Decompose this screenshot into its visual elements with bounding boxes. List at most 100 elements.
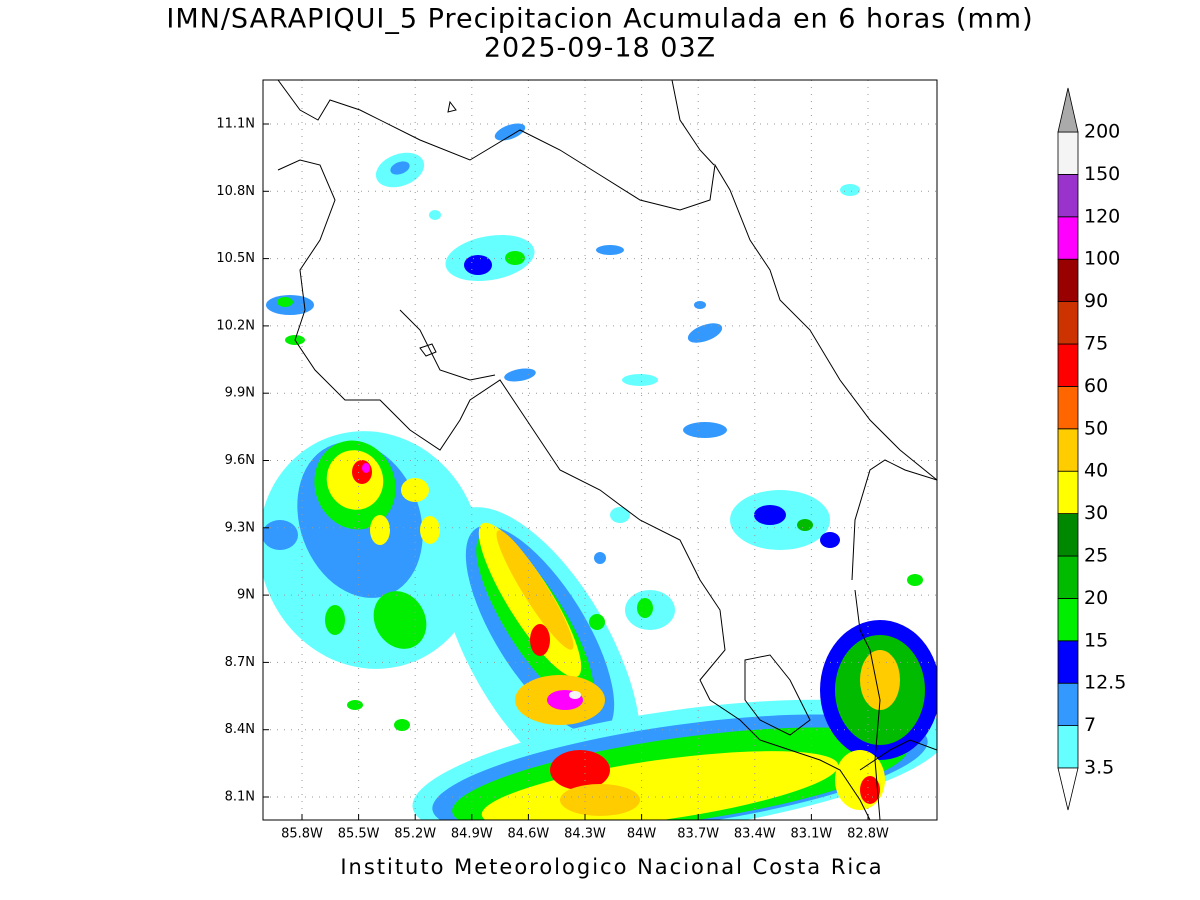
colorbar-label: 120 [1084, 205, 1120, 227]
colorbar-over [1057, 87, 1079, 133]
rain-area [390, 161, 410, 175]
rain-area [401, 478, 429, 502]
coastline [277, 80, 937, 481]
colorbar-label: 25 [1084, 545, 1108, 567]
colorbar-swatch [1057, 258, 1079, 303]
y-tick-label: 9.9N [225, 386, 255, 401]
rain-area [596, 245, 624, 255]
rain-area [569, 691, 581, 699]
y-tick-label: 9N [237, 588, 255, 603]
colorbar-swatch [1057, 131, 1079, 175]
rain-area [797, 519, 813, 531]
island [419, 343, 437, 357]
y-tick-label: 10.8N [216, 184, 255, 199]
precipitation-field [263, 123, 937, 820]
y-tick-label: 8.1N [225, 790, 255, 805]
rain-area [637, 598, 653, 618]
map-frame [262, 79, 938, 821]
coastlines [277, 80, 937, 820]
rain-area [560, 784, 640, 816]
colorbar: 3.5 7 12.5 15 20 25 30 40 50 60 75 90 100 120 150 200 [1057, 87, 1126, 811]
rain-area [277, 297, 293, 307]
colorbar-swatch [1057, 173, 1079, 218]
colorbar-swatch [1057, 598, 1079, 642]
colorbar-label: 40 [1084, 460, 1108, 482]
y-tick-label: 9.3N [225, 520, 255, 535]
x-tick-label: 83.4W [734, 827, 776, 842]
rain-area [347, 700, 363, 710]
colorbar-label: 20 [1084, 587, 1108, 609]
x-tick-label: 84.9W [451, 827, 493, 842]
footer-credit: Instituto Meteorologico Nacional Costa R… [340, 855, 883, 879]
y-tick-label: 8.7N [225, 655, 255, 670]
colorbar-label: 3.5 [1084, 757, 1114, 779]
coastline [277, 159, 871, 820]
rain-area [840, 184, 860, 196]
rain-area [325, 605, 345, 635]
rain-area [610, 507, 630, 523]
y-tick-label: 9.6N [225, 453, 255, 468]
rain-area [263, 520, 298, 550]
map-title: IMN/SARAPIQUI_5 Precipitacion Acumulada … [166, 4, 1033, 35]
x-tick-label: 84.3W [564, 827, 606, 842]
colorbar-label: 150 [1084, 163, 1120, 185]
rain-area [429, 210, 441, 220]
colorbar-label: 12.5 [1084, 672, 1126, 694]
x-tick-label: 83.7W [677, 827, 719, 842]
colorbar-swatch [1057, 343, 1079, 387]
coastline [399, 309, 496, 381]
colorbar-swatch [1057, 725, 1079, 769]
map-subtitle: 2025-09-18 03Z [484, 33, 716, 64]
colorbar-label: 15 [1084, 629, 1108, 651]
colorbar-swatch [1057, 470, 1079, 515]
colorbar-under [1057, 767, 1079, 811]
rain-area [622, 374, 658, 386]
rain-area [687, 323, 723, 343]
colorbar-swatch [1057, 513, 1079, 557]
rain-area [362, 463, 370, 473]
rain-area [505, 251, 525, 265]
rain-area [754, 505, 786, 525]
rain-area [504, 368, 536, 382]
rain-area [420, 516, 440, 544]
colorbar-label: 200 [1084, 121, 1120, 143]
colorbar-swatch [1057, 428, 1079, 472]
y-tick-label: 11.1N [216, 117, 255, 132]
y-tick-label: 10.5N [216, 251, 255, 266]
colorbar-label: 75 [1084, 333, 1108, 355]
x-tick-label: 85.8W [281, 827, 323, 842]
rain-area [683, 422, 727, 438]
x-tick-label: 85.5W [338, 827, 380, 842]
rain-area [594, 552, 606, 564]
colorbar-label: 7 [1084, 714, 1096, 736]
rain-area [589, 614, 605, 630]
border [851, 459, 937, 581]
rain-area [530, 624, 550, 656]
x-tick-label: 83.1W [790, 827, 832, 842]
colorbar-label: 90 [1084, 290, 1108, 312]
rain-area [352, 460, 372, 484]
graticule: 85.8W 85.5W 85.2W 84.9W 84.6W 84.3W 84W 83.7W 83… [216, 80, 937, 842]
rain-area [496, 530, 574, 650]
y-tick-label: 8.4N [225, 722, 255, 737]
x-tick-label: 84W [627, 827, 657, 842]
colorbar-swatch [1057, 385, 1079, 430]
colorbar-swatch [1057, 640, 1079, 684]
rain-area [370, 515, 390, 545]
x-tick-label: 85.2W [394, 827, 436, 842]
rain-area [860, 650, 900, 710]
x-tick-label: 84.6W [507, 827, 549, 842]
border [854, 589, 881, 820]
rain-area [394, 719, 410, 731]
island [447, 100, 457, 113]
rain-area [464, 255, 492, 275]
rain-area [494, 123, 526, 141]
colorbar-swatch [1057, 555, 1079, 599]
colorbar-label: 30 [1084, 502, 1108, 524]
rain-area [550, 750, 610, 790]
rain-area [373, 591, 427, 649]
colorbar-label: 60 [1084, 375, 1108, 397]
rain-area [820, 532, 840, 548]
